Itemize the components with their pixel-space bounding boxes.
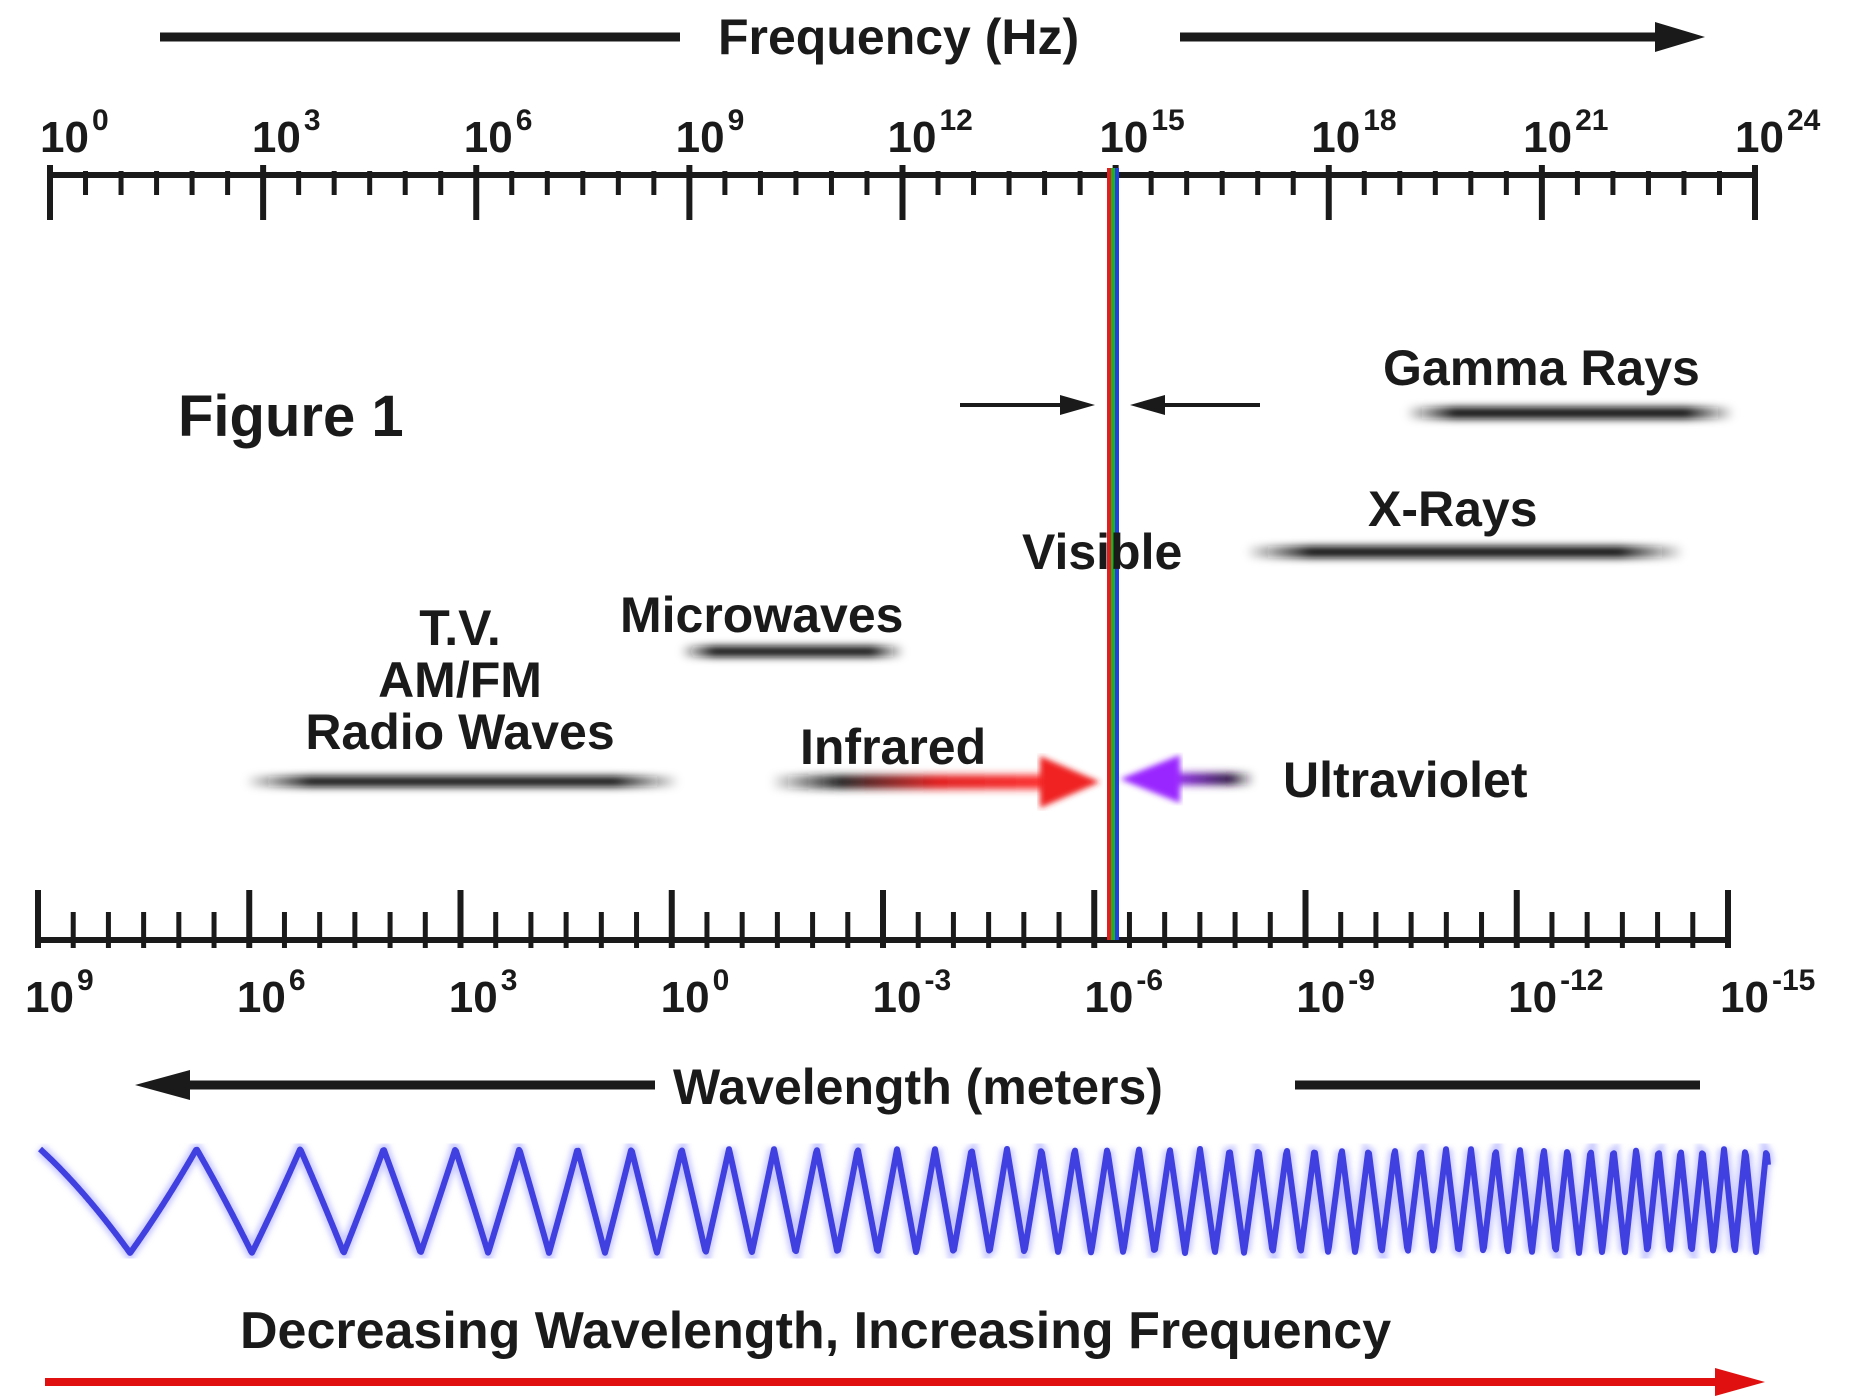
wavelength-axis-title: Wavelength (meters) <box>673 1059 1163 1115</box>
ultraviolet-label: Ultraviolet <box>1283 752 1528 808</box>
frequency-tick-base: 10 <box>463 113 513 162</box>
radio-label-line3: Radio Waves <box>305 704 615 760</box>
wavelength-tick-base: 10 <box>448 973 498 1022</box>
frequency-tick-base: 10 <box>1099 113 1149 162</box>
wavelength-tick-label: 10 0 <box>661 966 730 1020</box>
xrays-label: X-Rays <box>1368 481 1538 537</box>
microwaves-band <box>680 646 905 657</box>
wavelength-tick-exponent: 6 <box>288 964 306 997</box>
gamma-rays-label: Gamma Rays <box>1383 340 1700 396</box>
frequency-tick-base: 10 <box>1735 113 1784 162</box>
frequency-axis-title: Frequency (Hz) <box>718 9 1080 65</box>
wavelength-tick-base: 10 <box>1720 973 1769 1022</box>
visible-spectrum-line <box>1107 168 1119 940</box>
frequency-tick-exponent: 21 <box>1575 104 1609 137</box>
radio-waves-band <box>245 776 680 787</box>
wavelength-direction-arrow <box>135 1070 1700 1100</box>
ultraviolet-arrow <box>1120 755 1255 803</box>
wavelength-tick-base: 10 <box>236 973 286 1022</box>
frequency-tick-exponent: 24 <box>1786 104 1821 137</box>
wavelength-tick-label: 10 9 <box>25 966 94 1020</box>
wavelength-tick-base: 10 <box>1084 973 1134 1022</box>
wavelength-tick-exponent: -12 <box>1560 964 1604 997</box>
radio-label-line2: AM/FM <box>378 652 542 708</box>
microwaves-label: Microwaves <box>620 587 904 643</box>
frequency-tick-label: 10 9 <box>676 106 745 160</box>
frequency-direction-arrow <box>160 22 1705 52</box>
wavelength-tick-exponent: 0 <box>712 964 730 997</box>
visible-label: Visible <box>1022 524 1183 580</box>
frequency-tick-exponent: 3 <box>303 104 321 137</box>
radio-label-line1: T.V. <box>419 600 501 656</box>
wavelength-tick-label: 10 -15 <box>1720 966 1815 1020</box>
frequency-tick-base: 10 <box>887 113 937 162</box>
bottom-caption: Decreasing Wavelength, Increasing Freque… <box>240 1302 1392 1360</box>
frequency-tick-base: 10 <box>251 113 301 162</box>
wavelength-tick-base: 10 <box>1296 973 1346 1022</box>
frequency-tick-base: 10 <box>675 113 725 162</box>
frequency-tick-label: 10 15 <box>1099 106 1184 160</box>
decreasing-wavelength-wave <box>35 1128 1774 1276</box>
wavelength-tick-label: 10 -3 <box>873 966 952 1020</box>
frequency-tick-exponent: 15 <box>1151 104 1185 137</box>
wavelength-tick-exponent: -3 <box>924 964 952 997</box>
wavelength-tick-exponent: -9 <box>1348 964 1375 997</box>
wavelength-tick-label: 10 -12 <box>1508 966 1603 1020</box>
wavelength-tick-base: 10 <box>1508 973 1558 1022</box>
wavelength-tick-label: 10 -6 <box>1084 966 1163 1020</box>
wavelength-tick-exponent: -15 <box>1771 964 1816 997</box>
wavelength-tick-exponent: 9 <box>76 964 94 997</box>
frequency-tick-label: 10 21 <box>1523 106 1608 160</box>
gamma-rays-band <box>1405 407 1735 419</box>
infrared-label: Infrared <box>800 719 987 775</box>
frequency-tick-exponent: 12 <box>939 104 973 137</box>
xrays-band <box>1245 546 1685 558</box>
frequency-tick-base: 10 <box>1311 113 1361 162</box>
frequency-tick-exponent: 9 <box>727 104 745 137</box>
frequency-tick-label: 10 24 <box>1735 106 1820 160</box>
wavelength-tick-base: 10 <box>25 973 74 1022</box>
infrared-arrow <box>770 756 1100 808</box>
figure-label: Figure 1 <box>178 384 404 449</box>
increasing-frequency-arrow <box>45 1368 1765 1396</box>
frequency-axis-ruler <box>47 165 1758 220</box>
wavelength-axis-ruler <box>35 890 1731 948</box>
wavelength-tick-base: 10 <box>660 973 710 1022</box>
frequency-tick-base: 10 <box>40 113 89 162</box>
wavelength-tick-label: 10 3 <box>449 966 518 1020</box>
frequency-tick-label: 10 3 <box>252 106 321 160</box>
frequency-tick-label: 10 6 <box>464 106 533 160</box>
wavelength-tick-exponent: -6 <box>1136 964 1164 997</box>
wavelength-tick-base: 10 <box>872 973 922 1022</box>
visible-range-arrows <box>960 395 1260 415</box>
radio-waves-label: T.V. AM/FM Radio Waves <box>270 602 650 758</box>
frequency-tick-exponent: 0 <box>91 104 109 137</box>
frequency-tick-base: 10 <box>1523 113 1573 162</box>
wavelength-tick-label: 10 -9 <box>1296 966 1375 1020</box>
frequency-tick-exponent: 6 <box>515 104 533 137</box>
frequency-tick-label: 10 0 <box>40 106 109 160</box>
frequency-tick-exponent: 18 <box>1363 104 1397 137</box>
wavelength-tick-exponent: 3 <box>500 964 518 997</box>
frequency-tick-label: 10 18 <box>1311 106 1396 160</box>
wavelength-tick-label: 10 6 <box>237 966 306 1020</box>
frequency-tick-label: 10 12 <box>888 106 973 160</box>
